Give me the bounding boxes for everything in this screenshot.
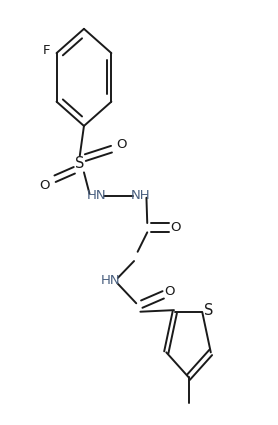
Text: O: O bbox=[170, 221, 181, 234]
Text: NH: NH bbox=[131, 189, 150, 202]
Text: O: O bbox=[165, 285, 175, 298]
Text: HN: HN bbox=[100, 274, 120, 286]
Text: S: S bbox=[75, 156, 85, 171]
Text: S: S bbox=[204, 303, 213, 318]
Text: O: O bbox=[39, 178, 50, 192]
Text: O: O bbox=[116, 139, 126, 151]
Text: F: F bbox=[43, 45, 51, 57]
Text: HN: HN bbox=[86, 189, 106, 202]
